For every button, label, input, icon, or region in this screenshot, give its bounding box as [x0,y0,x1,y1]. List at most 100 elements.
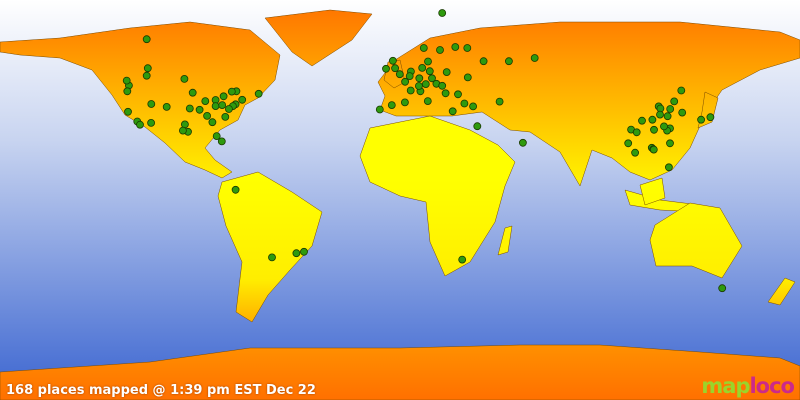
place-marker [438,81,447,90]
place-marker [448,107,457,116]
place-marker [388,56,397,65]
place-marker [147,119,156,127]
place-marker [454,90,462,99]
place-marker [424,57,432,66]
place-marker [122,76,131,85]
place-marker [300,247,308,256]
place-marker [469,102,478,111]
place-marker [650,125,658,134]
place-marker [212,132,221,141]
place-marker [231,185,240,194]
place-marker [670,97,679,106]
africa [359,115,516,277]
greenland [264,9,373,67]
place-marker [504,57,513,66]
place-marker [624,139,633,148]
place-marker [221,113,230,121]
place-marker [463,44,472,52]
place-marker [638,116,646,125]
place-marker [414,82,423,90]
place-marker [162,103,171,111]
north-america [0,21,281,179]
place-marker [391,64,400,73]
place-marker [238,95,247,104]
australia [649,202,743,279]
place-marker [382,64,390,73]
place-marker [400,98,409,107]
place-marker [180,75,189,83]
place-marker [442,68,451,76]
place-marker [208,118,217,127]
place-markers [122,9,727,293]
place-marker [419,44,428,52]
place-marker [188,88,197,97]
place-marker [718,284,727,293]
place-marker [421,80,430,88]
place-marker [224,105,233,113]
place-marker [425,67,434,76]
maploco-logo[interactable]: maploco [701,374,795,398]
borneo [639,177,666,206]
madagascar [497,225,513,256]
place-marker [142,35,151,44]
place-marker [147,100,156,108]
south-america [217,171,323,323]
place-marker [451,43,460,51]
place-marker [395,70,404,79]
logo-part-map: map [701,374,750,398]
logo-part-loco: loco [749,374,795,398]
place-marker [706,113,715,122]
place-marker [219,92,228,101]
place-marker [178,126,187,135]
place-marker [143,64,152,73]
place-marker [665,163,673,172]
place-marker [666,139,674,148]
place-marker [631,148,639,157]
place-marker [405,72,414,80]
place-marker [423,97,432,105]
place-marker [211,102,220,110]
place-marker [124,107,132,116]
place-marker [479,57,488,66]
place-marker [185,104,194,113]
place-marker [428,74,436,83]
place-marker [203,112,212,120]
place-marker [136,120,144,129]
place-marker [666,105,675,113]
place-marker [463,73,472,82]
place-marker [406,86,415,95]
place-marker [458,255,467,264]
place-marker [495,97,504,106]
place-marker [438,9,447,17]
place-marker [227,87,236,96]
place-marker [254,89,263,98]
place-marker [268,253,276,262]
place-marker [218,101,227,109]
place-marker [519,138,527,147]
place-marker [375,105,384,114]
antarctica [0,344,800,400]
place-marker [441,89,450,98]
place-marker [649,145,658,154]
places-mapped-caption: 168 places mapped @ 1:39 pm EST Dec 22 [6,383,316,398]
place-marker [660,122,668,131]
place-marker [632,128,641,137]
place-marker [418,64,427,72]
place-marker [678,108,687,117]
place-marker [648,115,657,124]
place-marker [460,99,469,108]
place-marker [415,74,424,83]
new-zealand [767,277,796,306]
place-marker [142,71,151,80]
place-marker [473,122,482,131]
place-marker [401,77,410,86]
place-marker [663,112,672,121]
place-marker [656,110,664,119]
place-marker [697,115,705,124]
place-marker [530,54,539,62]
place-marker [387,101,396,109]
place-marker [201,97,210,105]
place-marker [123,87,132,96]
place-marker [195,105,204,114]
